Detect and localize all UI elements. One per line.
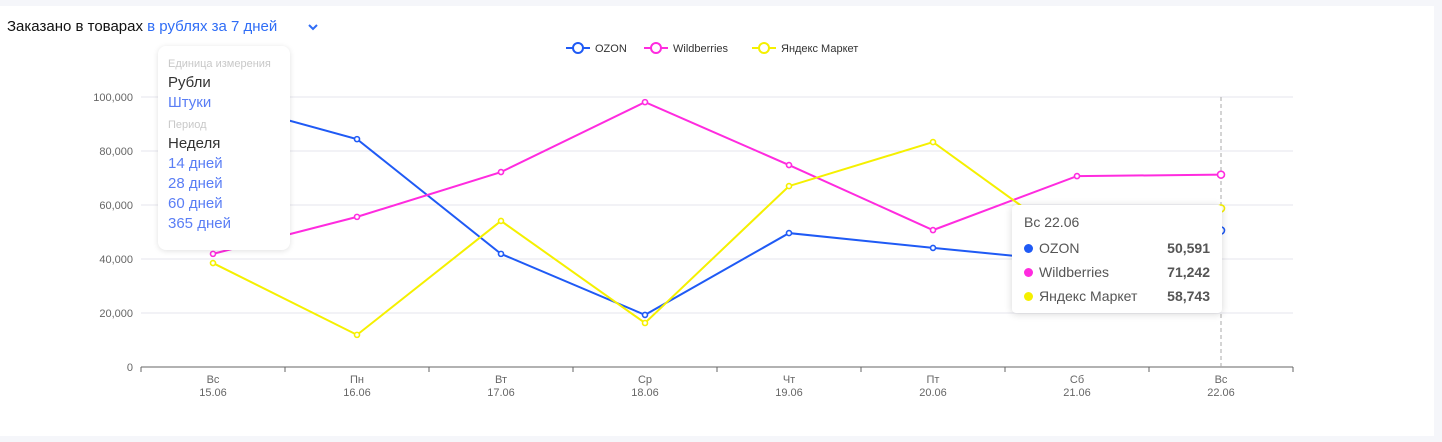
tooltip-name: Wildberries: [1039, 264, 1110, 280]
x-tick-date: 18.06: [631, 387, 659, 399]
x-tick-day: Чт: [783, 374, 795, 386]
data-point: [353, 331, 361, 339]
option-rubles[interactable]: Рубли: [168, 74, 211, 91]
period-dropdown: Единица измерения Рубли Штуки Период Нед…: [158, 46, 290, 250]
x-tick-day: Вс: [1215, 374, 1228, 386]
legend-label: Яндекс Маркет: [781, 43, 858, 55]
unit-header: Единица измерения: [168, 58, 271, 70]
option-14-days[interactable]: 14 дней: [168, 155, 223, 172]
data-point: [353, 135, 361, 143]
x-tick-date: 17.06: [487, 387, 515, 399]
period-header: Период: [168, 119, 207, 131]
tooltip-name: OZON: [1039, 240, 1080, 256]
legend-marker-icon: [572, 42, 584, 54]
tooltip-row-ozon: OZON 50,591: [1024, 236, 1210, 260]
ozon-dot-icon: [1024, 243, 1033, 253]
data-point: [1216, 170, 1226, 179]
tooltip-value: 50,591: [1167, 240, 1210, 256]
tooltip-name: Яндекс Маркет: [1039, 288, 1138, 304]
x-tick-day: Ср: [638, 374, 652, 386]
data-point: [497, 250, 505, 258]
option-week[interactable]: Неделя: [168, 135, 221, 152]
data-point: [785, 182, 793, 190]
x-tick-day: Пт: [927, 374, 940, 386]
data-point: [929, 138, 937, 146]
x-tick-date: 22.06: [1207, 387, 1235, 399]
chart-title: Заказано в товарах в рублях за 7 дней: [7, 18, 277, 35]
y-tick-label: 40,000: [99, 254, 133, 266]
legend-label: OZON: [595, 43, 627, 55]
option-60-days[interactable]: 60 дней: [168, 195, 223, 212]
data-point: [641, 311, 649, 319]
data-point: [641, 98, 649, 106]
data-point: [1073, 172, 1081, 180]
y-tick-label: 60,000: [99, 200, 133, 212]
option-pieces[interactable]: Штуки: [168, 94, 212, 111]
x-tick-day: Пн: [350, 374, 364, 386]
y-tick-label: 0: [127, 362, 133, 374]
tooltip-date: Вс 22.06: [1024, 214, 1080, 230]
wildberries-dot-icon: [1024, 267, 1033, 277]
data-point: [209, 259, 217, 267]
x-tick-date: 21.06: [1063, 387, 1091, 399]
chevron-down-icon[interactable]: [306, 20, 320, 34]
data-point: [497, 168, 505, 176]
data-point: [641, 319, 649, 327]
tooltip-value: 58,743: [1167, 288, 1210, 304]
legend-label: Wildberries: [673, 43, 729, 55]
data-point: [497, 217, 505, 225]
x-tick-date: 15.06: [199, 387, 227, 399]
data-point: [785, 161, 793, 169]
data-point: [785, 229, 793, 237]
data-point: [353, 213, 361, 221]
title-prefix: Заказано в товарах: [7, 18, 143, 35]
series-line-Wildberries: [212, 101, 1222, 255]
y-tick-label: 100,000: [93, 92, 133, 104]
option-365-days[interactable]: 365 дней: [168, 215, 231, 232]
x-tick-day: Вс: [207, 374, 220, 386]
y-tick-label: 20,000: [99, 308, 133, 320]
data-point: [929, 244, 937, 252]
option-28-days[interactable]: 28 дней: [168, 175, 223, 192]
legend-marker-icon: [650, 42, 662, 54]
yandex-dot-icon: [1024, 291, 1033, 301]
legend-marker-icon: [758, 42, 770, 54]
x-tick-day: Вт: [495, 374, 507, 386]
x-tick-date: 19.06: [775, 387, 803, 399]
tooltip-row-wildberries: Wildberries 71,242: [1024, 260, 1210, 284]
period-selector[interactable]: в рублях за 7 дней: [147, 18, 278, 35]
tooltip-row-yandex: Яндекс Маркет 58,743: [1024, 284, 1210, 308]
y-tick-label: 80,000: [99, 146, 133, 158]
chart-tooltip: Вс 22.06 OZON 50,591 Wildberries 71,242 Ян…: [1012, 205, 1222, 313]
data-point: [209, 250, 217, 258]
x-tick-day: Сб: [1070, 374, 1084, 386]
tooltip-value: 71,242: [1167, 264, 1210, 280]
data-point: [929, 226, 937, 234]
x-tick-date: 20.06: [919, 387, 947, 399]
x-tick-date: 16.06: [343, 387, 371, 399]
